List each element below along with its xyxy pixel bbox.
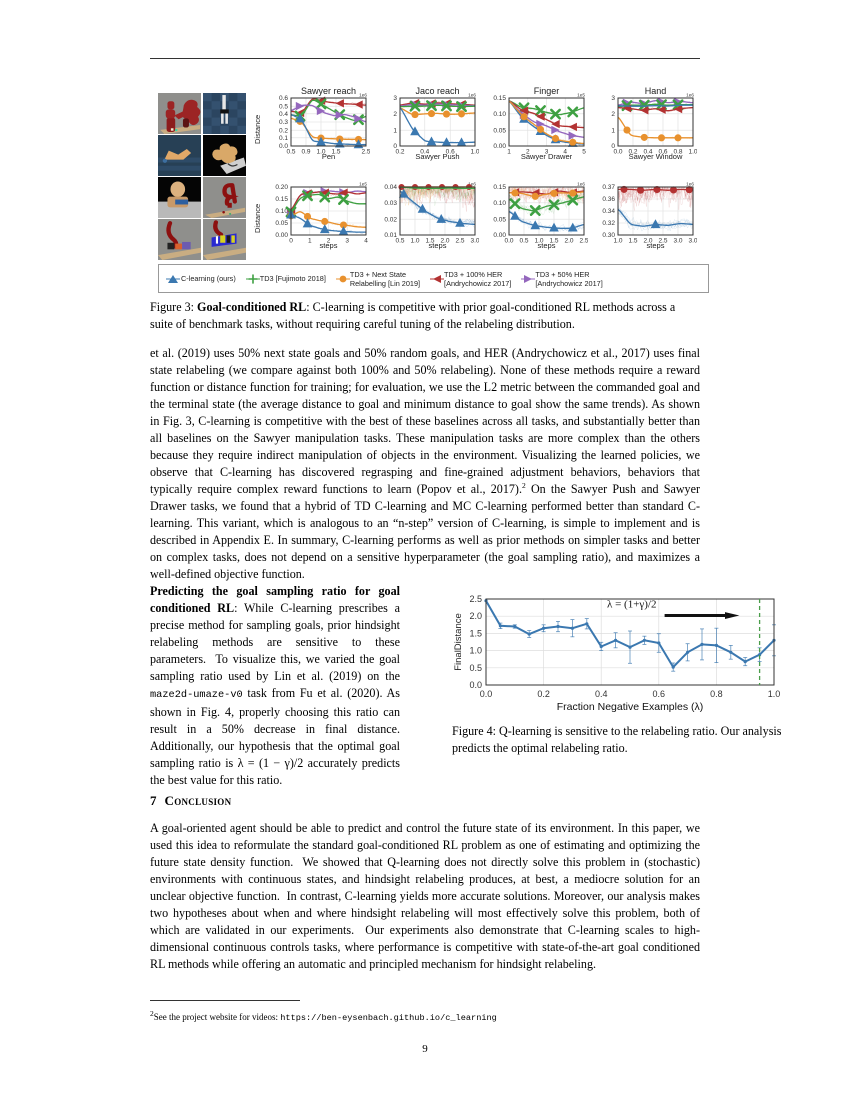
svg-text:1.0: 1.0 [768, 689, 781, 699]
svg-text:0.6: 0.6 [653, 689, 666, 699]
svg-text:2.5: 2.5 [455, 238, 464, 245]
svg-text:0.20: 0.20 [275, 184, 288, 191]
svg-text:3: 3 [345, 238, 349, 245]
svg-text:steps: steps [538, 241, 556, 250]
svg-text:1e5: 1e5 [359, 182, 367, 187]
svg-text:2.0: 2.0 [469, 611, 482, 621]
svg-text:3.0: 3.0 [688, 238, 697, 245]
svg-text:0.0: 0.0 [613, 149, 622, 156]
svg-text:0.32: 0.32 [602, 220, 615, 227]
svg-text:1: 1 [308, 238, 312, 245]
svg-text:0.04: 0.04 [384, 184, 397, 191]
svg-text:1e6: 1e6 [686, 182, 694, 187]
svg-text:0.8: 0.8 [710, 689, 723, 699]
svg-text:2.5: 2.5 [361, 149, 370, 156]
svg-text:λ = (1+γ)/2: λ = (1+γ)/2 [607, 599, 656, 611]
svg-text:0.10: 0.10 [493, 111, 506, 118]
svg-text:3.0: 3.0 [470, 238, 479, 245]
svg-text:0: 0 [289, 238, 293, 245]
svg-text:1e6: 1e6 [359, 93, 367, 98]
svg-text:0.5: 0.5 [279, 103, 288, 110]
svg-text:2.0: 2.0 [564, 238, 573, 245]
svg-text:0.15: 0.15 [493, 184, 506, 191]
svg-text:0.05: 0.05 [493, 127, 506, 134]
svg-text:0.4: 0.4 [279, 111, 288, 118]
svg-text:steps: steps [320, 241, 338, 250]
svg-text:0.5: 0.5 [286, 149, 295, 156]
svg-text:1.5: 1.5 [469, 628, 482, 638]
svg-text:0.02: 0.02 [384, 216, 397, 223]
svg-text:1.0: 1.0 [613, 238, 622, 245]
svg-text:1e6: 1e6 [686, 93, 694, 98]
svg-text:Pen: Pen [322, 152, 335, 161]
svg-text:0.34: 0.34 [602, 208, 615, 215]
svg-text:1: 1 [611, 127, 615, 134]
svg-text:Finger: Finger [534, 86, 560, 96]
svg-text:2: 2 [611, 111, 615, 118]
svg-text:3: 3 [611, 95, 615, 102]
svg-text:0.00: 0.00 [493, 143, 506, 150]
svg-text:0.6: 0.6 [279, 95, 288, 102]
svg-text:Sawyer Push: Sawyer Push [415, 152, 459, 161]
svg-text:FinalDistance: FinalDistance [453, 613, 464, 671]
svg-text:0.05: 0.05 [275, 220, 288, 227]
svg-text:0.37: 0.37 [602, 184, 615, 191]
svg-text:0.5: 0.5 [519, 238, 528, 245]
svg-text:0.03: 0.03 [384, 200, 397, 207]
svg-text:0.4: 0.4 [595, 689, 608, 699]
svg-text:3: 3 [393, 95, 397, 102]
svg-text:0.36: 0.36 [602, 196, 615, 203]
svg-text:5: 5 [582, 149, 586, 156]
svg-text:steps: steps [647, 241, 665, 250]
svg-text:0.3: 0.3 [279, 119, 288, 126]
svg-text:steps: steps [429, 241, 447, 250]
svg-text:0.10: 0.10 [493, 200, 506, 207]
svg-text:0.2: 0.2 [537, 689, 550, 699]
svg-text:2: 2 [393, 111, 397, 118]
svg-text:3.0: 3.0 [673, 238, 682, 245]
svg-text:2.5: 2.5 [579, 238, 588, 245]
svg-text:0.15: 0.15 [493, 95, 506, 102]
svg-text:0.05: 0.05 [493, 216, 506, 223]
svg-text:0.5: 0.5 [395, 238, 404, 245]
svg-text:0.0: 0.0 [480, 689, 493, 699]
svg-text:1e6: 1e6 [468, 93, 476, 98]
svg-text:Fraction Negative Examples (λ): Fraction Negative Examples (λ) [557, 701, 703, 713]
svg-text:1.0: 1.0 [470, 149, 479, 156]
svg-text:1.0: 1.0 [469, 646, 482, 656]
svg-text:2.5: 2.5 [469, 594, 482, 604]
svg-text:0.2: 0.2 [395, 149, 404, 156]
svg-text:0.5: 0.5 [469, 663, 482, 673]
svg-text:Hand: Hand [645, 86, 667, 96]
svg-text:1e5: 1e5 [577, 93, 585, 98]
svg-text:1: 1 [393, 127, 397, 134]
svg-text:1.5: 1.5 [628, 238, 637, 245]
svg-text:1e6: 1e6 [577, 182, 585, 187]
svg-text:1: 1 [507, 149, 511, 156]
svg-text:1.0: 1.0 [688, 149, 697, 156]
svg-text:0.2: 0.2 [279, 127, 288, 134]
svg-text:4: 4 [364, 238, 368, 245]
svg-text:0.9: 0.9 [301, 149, 310, 156]
svg-text:0.1: 0.1 [279, 135, 288, 142]
svg-text:0.10: 0.10 [275, 208, 288, 215]
svg-text:0.00: 0.00 [275, 232, 288, 239]
svg-text:0.15: 0.15 [275, 196, 288, 203]
svg-text:1.0: 1.0 [410, 238, 419, 245]
svg-text:Jaco reach: Jaco reach [415, 86, 459, 96]
svg-text:0.0: 0.0 [504, 238, 513, 245]
svg-text:Sawyer reach: Sawyer reach [301, 86, 356, 96]
svg-text:Sawyer Window: Sawyer Window [629, 152, 683, 161]
svg-text:Sawyer Drawer: Sawyer Drawer [521, 152, 573, 161]
